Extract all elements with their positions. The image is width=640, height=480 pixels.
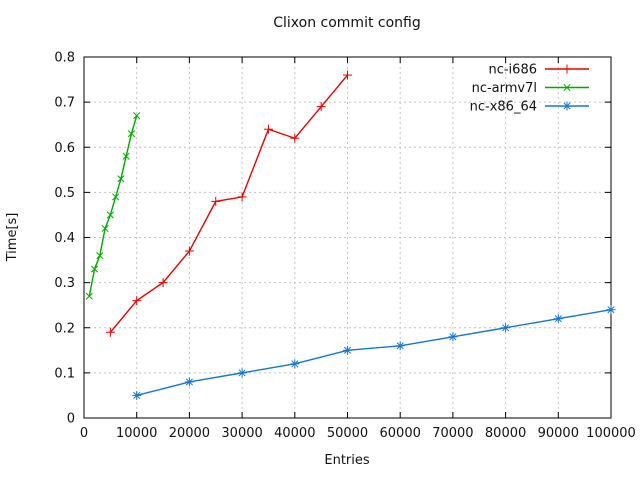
series-nc-x86_64 [132,305,616,400]
marker-line [85,292,93,300]
series-nc-i686 [105,70,352,337]
data-point-marker [122,152,130,160]
series-nc-armv7l [85,112,141,300]
legend-item-nc-x86_64: nc-x86_64 [470,100,589,115]
y-tick-label: 0.5 [54,186,75,201]
y-tick-label: 0.8 [54,51,75,66]
series-layer [85,70,616,400]
marker-line [238,369,246,377]
data-point-marker [316,102,326,112]
data-point-marker [343,70,352,80]
marker-line [133,391,141,399]
marker-line [607,306,615,314]
y-tick-label: 0.3 [54,276,75,291]
y-tick-label: 0.2 [54,321,75,336]
marker-line [112,193,120,201]
data-point-marker [184,246,194,256]
grid-layer [84,57,611,418]
y-tick-label: 0 [67,412,75,427]
data-point-marker [133,112,141,120]
x-tick-label: 50000 [327,426,368,441]
data-point-marker [501,323,511,333]
y-tick-label: 0.4 [54,231,75,246]
x-tick-label: 30000 [221,426,262,441]
data-point-marker [290,133,300,143]
chart-title: Clixon commit config [273,15,421,31]
data-point-marker [158,278,168,288]
data-point-marker [290,359,300,369]
marker-line [554,315,562,323]
x-tick-label: 60000 [380,426,421,441]
data-point-marker [237,192,247,202]
data-point-marker [211,196,221,206]
data-point-marker [237,368,247,378]
data-point-marker [553,314,563,324]
marker-line [343,346,352,354]
y-tick-label: 0.1 [54,366,75,381]
legend: nc-i686 nc-armv7l nc-x86_64 [470,63,589,115]
marker-line [185,378,193,386]
marker-line [563,102,571,110]
marker-line [101,224,109,233]
legend-item-nc-i686: nc-i686 [488,63,589,78]
marker-line [396,342,404,350]
data-point-marker [96,251,104,260]
legend-label: nc-armv7l [472,81,537,96]
data-point-marker [184,377,194,387]
data-point-marker [85,292,93,300]
legend-marker [562,101,572,111]
marker-line [90,265,99,273]
series-line-nc-armv7l [88,115,138,297]
marker-line [96,251,104,260]
data-point-marker [448,332,458,342]
data-point-marker [343,345,352,355]
marker-line [291,360,299,368]
data-point-marker [105,327,115,337]
x-tick-label: 40000 [274,426,315,441]
x-tick-label: 10000 [116,426,157,441]
y-tick-label: 0.7 [54,96,75,111]
data-point-marker [132,296,142,306]
x-tick-label: 20000 [169,426,210,441]
series-line-nc-x86_64 [136,309,612,397]
marker-line [133,112,141,120]
x-tick-label: 100000 [586,426,636,441]
data-point-marker [101,224,109,233]
marker-line [117,175,125,183]
legend-marker [562,64,572,74]
data-point-marker [263,124,273,134]
marker-line [563,83,571,92]
series-line-nc-i686 [109,74,349,333]
legend-label: nc-x86_64 [470,100,537,115]
data-point-marker [112,193,120,201]
x-tick-label: 80000 [485,426,526,441]
marker-line [106,211,114,219]
data-point-marker [117,175,125,183]
x-tick-label: 70000 [432,426,473,441]
data-point-marker [395,341,405,351]
data-point-marker [127,130,135,138]
data-point-marker [132,390,142,400]
axes-layer: 0 10000 20000 30000 40000 50000 60000 70000 8000… [54,51,636,442]
legend-marker [563,83,571,92]
data-point-marker [106,211,114,219]
x-tick-label: 90000 [538,426,579,441]
y-tick-label: 0.6 [54,141,75,156]
marker-line [449,333,457,341]
x-tick-label: 0 [80,426,88,441]
legend-label: nc-i686 [488,63,537,78]
legend-item-nc-armv7l: nc-armv7l [472,81,589,96]
data-point-marker [90,265,99,273]
y-axis-label: Time[s] [5,213,20,263]
marker-line [122,152,130,160]
marker-line [502,324,510,332]
marker-line [127,130,135,138]
data-point-marker [606,305,616,315]
x-axis-label: Entries [324,453,370,468]
